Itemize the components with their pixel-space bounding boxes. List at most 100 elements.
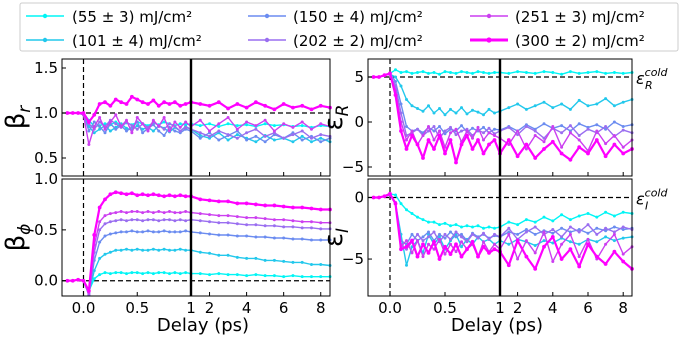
data-point-epsilon_R-5-l19 bbox=[476, 138, 480, 142]
data-point-beta_phi-0-r9 bbox=[272, 274, 276, 278]
data-point-epsilon_R-0-r9 bbox=[577, 71, 581, 75]
data-point-epsilon_I-5-l7 bbox=[410, 238, 414, 243]
data-point-beta_phi-2-l6 bbox=[98, 240, 102, 244]
data-point-beta_phi-3-r8 bbox=[263, 224, 267, 228]
data-point-epsilon_I-2-l15 bbox=[454, 235, 458, 239]
x-tick-label-right-beta_phi-0: 2 bbox=[205, 299, 215, 317]
data-point-beta_phi-5-l13 bbox=[135, 193, 140, 198]
data-point-epsilon_I-0-l11 bbox=[432, 220, 436, 224]
data-point-beta_phi-2-r1 bbox=[198, 231, 202, 235]
data-point-beta_phi-0-l13 bbox=[135, 271, 139, 275]
data-point-beta_r-2-r7 bbox=[254, 134, 258, 138]
data-point-epsilon_I-3-l11 bbox=[432, 230, 436, 234]
data-point-epsilon_R-4-r12 bbox=[604, 142, 608, 146]
data-point-beta_phi-2-r7 bbox=[254, 235, 258, 239]
data-point-beta_r-1-l11 bbox=[125, 126, 128, 130]
data-point-epsilon_I-1-l6 bbox=[405, 263, 408, 267]
x-tick-label-left-epsilon_I-0: 0.0 bbox=[378, 299, 402, 317]
data-point-epsilon_I-5-r5 bbox=[542, 244, 546, 249]
data-point-epsilon_R-1-l7 bbox=[410, 104, 414, 108]
data-point-beta_phi-2-l20 bbox=[173, 230, 177, 234]
data-point-epsilon_I-5-r2 bbox=[515, 238, 520, 243]
data-point-epsilon_R-1-l8 bbox=[416, 107, 419, 110]
data-point-epsilon_R-1-l19 bbox=[476, 110, 480, 114]
data-point-beta_phi-0-r2 bbox=[208, 273, 212, 277]
data-point-epsilon_R-0-l14 bbox=[449, 71, 452, 74]
data-point-beta_r-2-l18 bbox=[162, 134, 166, 137]
data-point-beta_phi-3-l8 bbox=[108, 220, 112, 224]
data-point-epsilon_R-3-r1 bbox=[507, 125, 511, 129]
data-point-beta_r-5-l3 bbox=[81, 111, 86, 115]
data-point-epsilon_I-0-r2 bbox=[516, 223, 520, 227]
data-point-beta_r-4-r4 bbox=[226, 116, 230, 119]
data-point-epsilon_R-5-r13 bbox=[612, 142, 617, 147]
data-point-beta_r-3-r10 bbox=[282, 136, 286, 140]
data-point-beta_phi-1-r13 bbox=[309, 262, 313, 266]
series-line-left-beta_r-5 bbox=[67, 95, 192, 124]
data-point-beta_phi-0-r4 bbox=[226, 273, 230, 277]
data-point-epsilon_I-5-l11 bbox=[432, 239, 436, 244]
data-point-beta_phi-1-r9 bbox=[272, 258, 276, 262]
data-point-epsilon_I-2-l13 bbox=[443, 236, 447, 240]
data-point-beta_phi-4-l11 bbox=[125, 211, 128, 215]
data-point-beta_phi-3-l14 bbox=[141, 219, 145, 223]
data-point-epsilon_R-5-l18 bbox=[470, 147, 475, 151]
data-point-epsilon_I-3-l13 bbox=[443, 232, 447, 236]
data-point-beta_phi-2-r9 bbox=[272, 236, 276, 240]
y-tick-label-beta_r-0: 0.5 bbox=[34, 149, 58, 167]
data-point-beta_phi-3-r1 bbox=[198, 219, 202, 223]
data-point-epsilon_I-4-r1 bbox=[507, 232, 511, 236]
data-point-epsilon_R-3-l20 bbox=[482, 131, 485, 135]
data-point-beta_r-2-l11 bbox=[125, 129, 128, 133]
data-point-beta_r-1-r14 bbox=[319, 136, 323, 140]
data-point-epsilon_I-5-l10 bbox=[426, 250, 431, 255]
data-point-epsilon_I-4-l16 bbox=[460, 240, 463, 244]
data-point-epsilon_R-2-l20 bbox=[482, 125, 485, 129]
data-point-beta_r-5-l6 bbox=[97, 102, 102, 106]
data-point-epsilon_I-2-r10 bbox=[586, 231, 590, 235]
series-line-left-beta_r-4 bbox=[67, 112, 192, 146]
data-point-beta_phi-5-r5 bbox=[235, 201, 240, 206]
data-point-beta_phi-4-l10 bbox=[119, 210, 123, 214]
data-point-beta_r-2-r1 bbox=[198, 136, 202, 140]
data-point-epsilon_I-5-l18 bbox=[470, 239, 475, 244]
data-point-epsilon_R-5-r10 bbox=[586, 151, 590, 156]
data-point-epsilon_I-4-r2 bbox=[516, 257, 520, 261]
data-point-beta_r-4-r11 bbox=[291, 125, 295, 129]
data-point-epsilon_I-5-r10 bbox=[586, 242, 590, 247]
data-point-beta_phi-5-l21 bbox=[178, 193, 183, 198]
x-tick-label-right-epsilon_I-0: 2 bbox=[513, 299, 523, 317]
data-point-epsilon_R-4-r14 bbox=[621, 145, 625, 149]
data-point-epsilon_R-0-l18 bbox=[471, 71, 474, 75]
data-point-epsilon_I-3-l15 bbox=[454, 230, 458, 234]
data-point-beta_phi-0-r3 bbox=[217, 272, 221, 276]
data-point-beta_phi-0-r10 bbox=[282, 275, 286, 279]
data-point-beta_r-5-r14 bbox=[318, 103, 323, 108]
data-point-beta_phi-2-l8 bbox=[108, 232, 112, 236]
data-point-epsilon_I-3-l14 bbox=[449, 237, 452, 241]
data-point-epsilon_I-2-l12 bbox=[438, 232, 441, 236]
data-point-epsilon_R-4-l6 bbox=[405, 138, 408, 142]
data-point-beta_phi-2-r3 bbox=[217, 233, 221, 237]
data-point-epsilon_R-5-r12 bbox=[603, 154, 608, 159]
data-point-epsilon_R-5-l13 bbox=[443, 151, 447, 156]
data-point-epsilon_R-5-l12 bbox=[437, 133, 442, 138]
series-epsilon_R-2 bbox=[372, 71, 634, 136]
data-point-beta_phi-4-l12 bbox=[130, 210, 134, 214]
data-point-beta_phi-3-l11 bbox=[125, 219, 128, 223]
data-point-epsilon_I-4-l22 bbox=[493, 242, 496, 246]
data-point-beta_r-2-l6 bbox=[98, 125, 102, 128]
data-point-beta_r-5-r1 bbox=[198, 102, 203, 106]
data-point-beta_r-0-r8 bbox=[263, 122, 267, 126]
data-point-beta_phi-1-r11 bbox=[291, 260, 295, 264]
data-point-epsilon_I-0-r8 bbox=[568, 218, 572, 222]
data-point-epsilon_I-2-l14 bbox=[449, 230, 452, 234]
data-point-epsilon_R-3-l15 bbox=[454, 133, 458, 137]
x-tick-label-left-epsilon_I-1: 0.5 bbox=[433, 299, 457, 317]
data-point-beta_r-4-l18 bbox=[162, 116, 166, 119]
x-tick-label-left-epsilon_I-2: 1 bbox=[495, 299, 505, 317]
data-point-beta_r-4-l17 bbox=[157, 125, 161, 128]
series-line-right-beta_phi-5 bbox=[190, 195, 330, 211]
data-point-epsilon_R-3-l10 bbox=[427, 129, 430, 133]
